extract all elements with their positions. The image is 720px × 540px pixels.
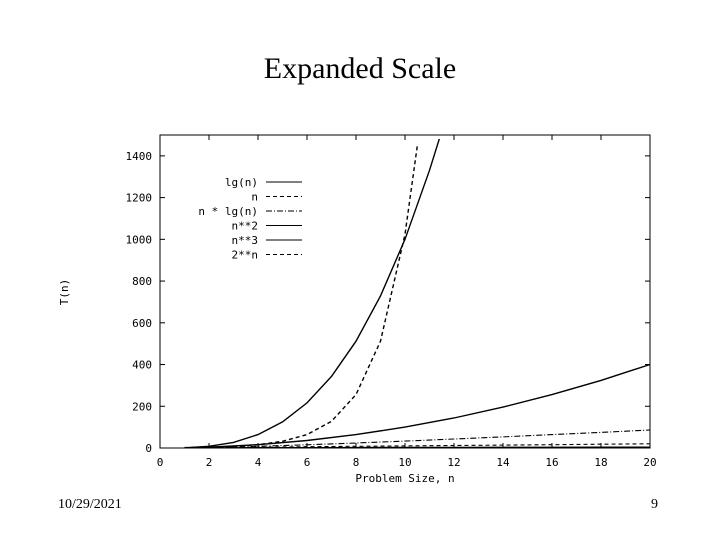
legend-label: n**3 (232, 234, 259, 247)
legend-label: n * lg(n) (198, 205, 258, 218)
y-tick-label: 0 (145, 442, 152, 455)
x-tick-label: 16 (545, 456, 558, 469)
x-tick-label: 10 (398, 456, 411, 469)
x-tick-label: 12 (447, 456, 460, 469)
y-tick-label: 1200 (126, 192, 153, 205)
y-tick-label: 200 (132, 400, 152, 413)
line-chart: 0 2 4 6 8 10 12 14 16 18 20 0 200 400 600 800 1000 1200 1… (58, 134, 657, 485)
x-axis-label: Problem Size, n (355, 472, 454, 485)
legend-label: lg(n) (225, 176, 258, 189)
series-line (184, 138, 440, 449)
legend-label: 2**n (232, 249, 259, 262)
x-tick-labels: 0 2 4 6 8 10 12 14 16 18 20 (157, 456, 657, 469)
y-axis-label: T(n) (58, 279, 71, 306)
y-tick-label: 600 (132, 317, 152, 330)
y-tick-label: 400 (132, 359, 152, 372)
x-tick-label: 6 (304, 456, 311, 469)
legend-label: n (251, 191, 258, 204)
page-number: 9 (651, 497, 658, 512)
x-tick-label: 0 (157, 456, 164, 469)
footer-date: 10/29/2021 (58, 497, 122, 512)
series-line (184, 145, 418, 449)
legend: lg(n) nn * lg(n) n**2n**3 2**n (198, 176, 302, 262)
y-tick-labels: 0 200 400 600 800 1000 1200 1400 (126, 150, 153, 455)
y-tick-label: 800 (132, 275, 152, 288)
x-tick-label: 4 (255, 456, 262, 469)
x-tick-label: 20 (643, 456, 656, 469)
x-tick-label: 2 (206, 456, 213, 469)
series-line (184, 429, 651, 449)
series-lines (184, 138, 651, 449)
series-line (184, 443, 651, 449)
x-tick-label: 14 (496, 456, 510, 469)
x-tick-label: 8 (353, 456, 360, 469)
x-tick-label: 18 (594, 456, 607, 469)
slide-title: Expanded Scale (263, 52, 457, 85)
legend-label: n**2 (232, 220, 259, 233)
y-tick-label: 1400 (126, 150, 153, 163)
y-tick-label: 1000 (126, 233, 153, 246)
